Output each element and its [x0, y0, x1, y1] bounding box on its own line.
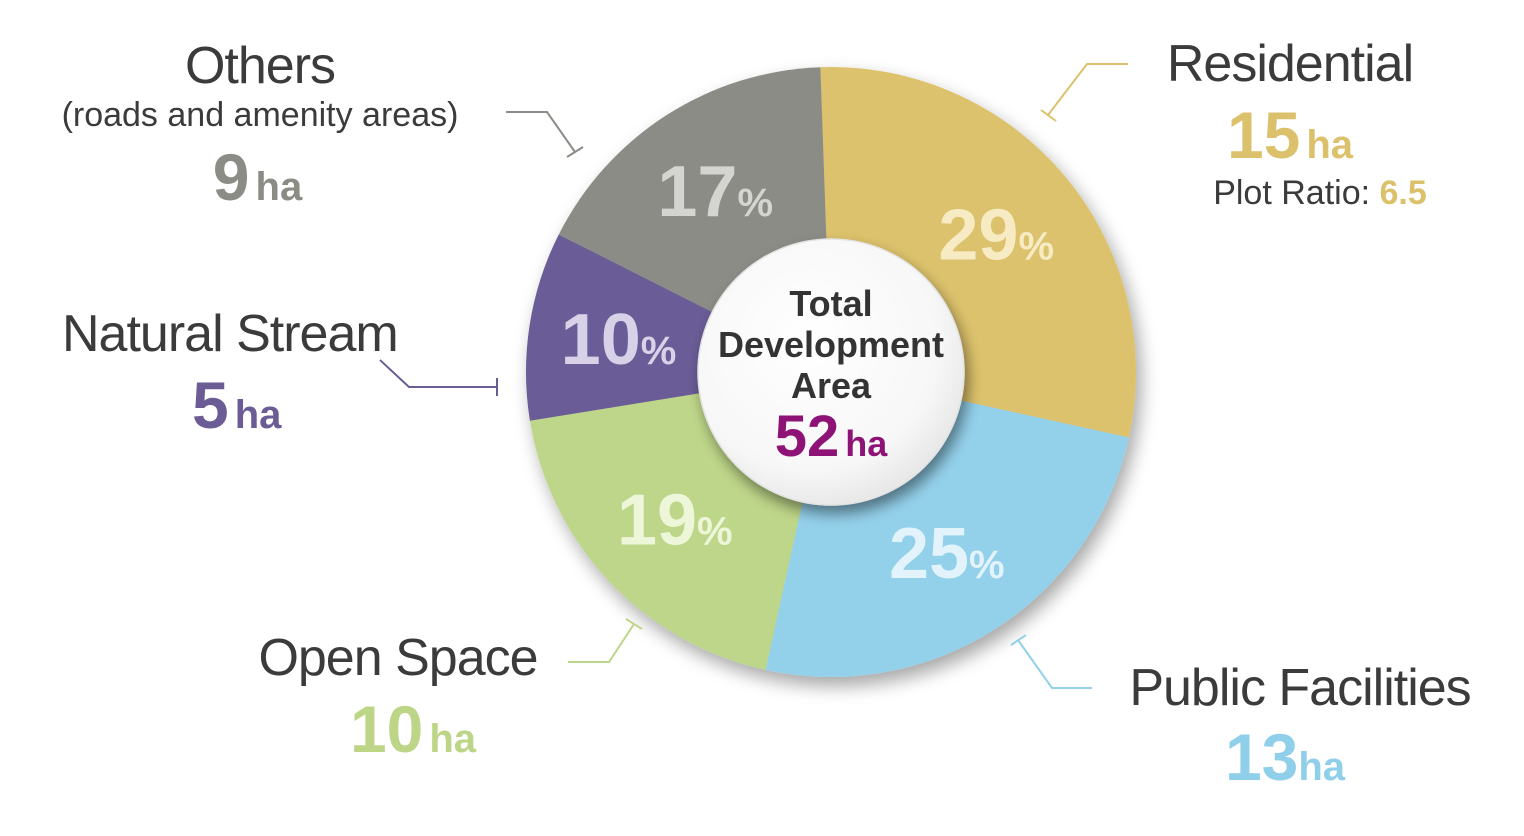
slice-area-unit: ha	[1298, 745, 1346, 789]
slice-area: 9 ha	[20, 144, 500, 210]
slice-area-unit: ha	[1306, 123, 1354, 167]
leader-line-residential	[1047, 63, 1128, 116]
leader-line-others	[506, 111, 576, 153]
leader-tick-public	[1010, 634, 1027, 646]
slice-area: 10 ha	[228, 696, 568, 762]
label-public-facilities: Public Facilities 13ha	[1100, 662, 1500, 790]
slice-percent-open: 19%	[617, 481, 733, 561]
slice-percent-residential: 29%	[938, 195, 1054, 275]
slice-area-unit: ha	[234, 393, 282, 437]
leader-tick-open	[625, 618, 643, 630]
slice-percent-others: 17%	[657, 152, 773, 232]
slice-subtitle: (roads and amenity areas)	[61, 96, 459, 134]
label-residential: Residential 15 ha Plot Ratio: 6.5	[1120, 38, 1460, 210]
leader-line-open	[568, 623, 635, 663]
slice-area: 5 ha	[62, 372, 452, 438]
center-title-line: Area	[790, 365, 872, 406]
total-area-unit: ha	[845, 423, 888, 464]
slice-name: Natural Stream	[62, 305, 399, 363]
plot-ratio: Plot Ratio: 6.5	[1120, 176, 1460, 210]
total-area-number: 52	[774, 404, 840, 469]
slice-percent-public: 25%	[889, 514, 1005, 594]
center-title-line: Development	[717, 324, 945, 365]
slice-area-number: 15	[1226, 98, 1301, 172]
leader-tick-others	[566, 146, 584, 158]
slice-name: Open Space	[258, 629, 538, 687]
slice-name: Residential	[1166, 35, 1414, 93]
slice-area-number: 13	[1224, 720, 1299, 794]
slice-area-number: 5	[192, 368, 229, 442]
leader-line-public	[1017, 639, 1092, 689]
slice-area: 13ha	[1100, 724, 1500, 790]
center-hub	[697, 238, 965, 506]
label-open-space: Open Space 10 ha	[228, 632, 568, 762]
slice-area-number: 9	[212, 140, 250, 214]
slice-name: Public Facilities	[1129, 659, 1471, 717]
plot-ratio-label: Plot Ratio:	[1213, 174, 1380, 212]
leader-line-stream	[379, 359, 497, 388]
slice-area-unit: ha	[429, 717, 477, 761]
slice-area: 15 ha	[1120, 102, 1460, 168]
leader-tick-residential	[1040, 109, 1057, 122]
center-title: Total Development Area	[700, 283, 962, 406]
slice-percent-stream: 10%	[561, 300, 677, 380]
slice-area-unit: ha	[255, 165, 303, 209]
label-natural-stream: Natural Stream 5 ha	[62, 308, 452, 438]
center-title-line: Total	[789, 283, 873, 324]
slice-name: Others	[184, 37, 336, 95]
label-others: Others (roads and amenity areas) 9 ha	[20, 40, 500, 210]
total-area-value: 52 ha	[700, 408, 962, 466]
plot-ratio-value: 6.5	[1379, 174, 1427, 212]
slice-area-number: 10	[349, 692, 424, 766]
